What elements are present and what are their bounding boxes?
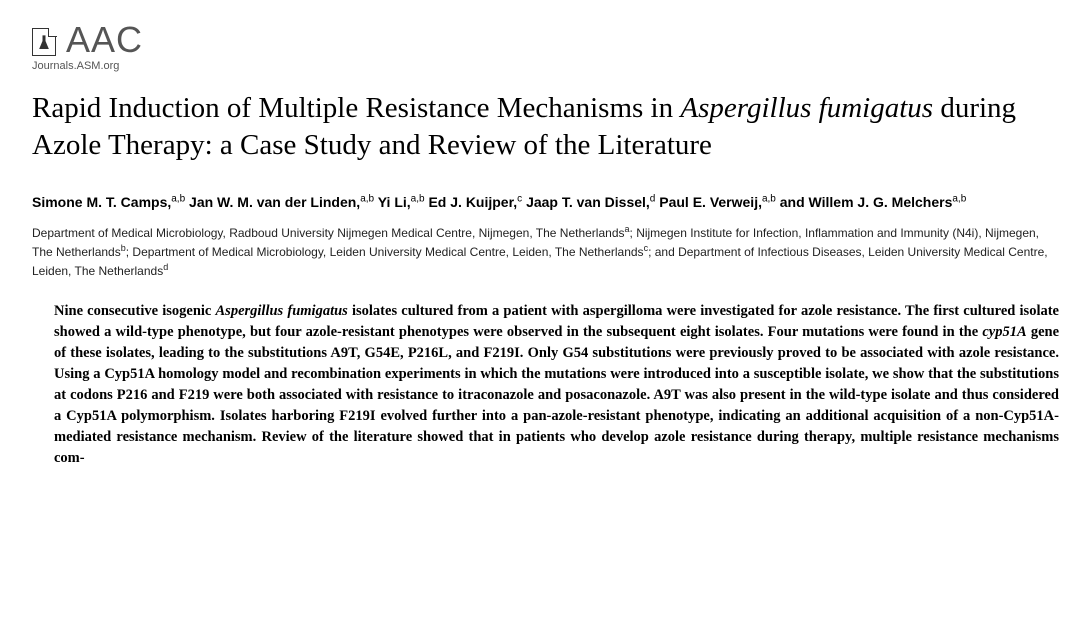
- title-organism: Aspergillus fumigatus: [680, 92, 933, 124]
- abstract-seg1: Nine consecutive isogenic: [54, 303, 216, 319]
- affiliation-marker: d: [163, 262, 168, 272]
- affiliation-a: Department of Medical Microbiology, Radb…: [32, 226, 625, 240]
- affiliation-marker: a: [625, 224, 630, 234]
- author: Jan W. M. van der Linden,a,b: [189, 194, 374, 210]
- affiliation-c: Department of Medical Microbiology, Leid…: [132, 245, 643, 259]
- journal-logo-block: AAC Journals.ASM.org: [32, 24, 1059, 72]
- journals-url-label: Journals.ASM.org: [32, 60, 1059, 72]
- abstract-text: Nine consecutive isogenic Aspergillus fu…: [32, 301, 1059, 469]
- flask-icon: [39, 35, 49, 49]
- author: Paul E. Verweij,a,b: [659, 194, 776, 210]
- journal-flask-icon: [32, 28, 56, 56]
- author: Jaap T. van Dissel,d: [526, 194, 655, 210]
- article-title: Rapid Induction of Multiple Resistance M…: [32, 90, 1059, 163]
- abstract-organism: Aspergillus fumigatus: [216, 303, 348, 319]
- author: and Willem J. G. Melchersa,b: [780, 194, 967, 210]
- author-list: Simone M. T. Camps,a,b Jan W. M. van der…: [32, 191, 1059, 213]
- author: Ed J. Kuijper,c: [428, 194, 522, 210]
- logo-top-row: AAC: [32, 24, 1059, 56]
- affiliations-block: Department of Medical Microbiology, Radb…: [32, 223, 1059, 281]
- journal-acronym: AAC: [66, 24, 143, 56]
- abstract-gene: cyp51A: [982, 324, 1026, 340]
- author: Simone M. T. Camps,a,b: [32, 194, 185, 210]
- affiliation-marker: c: [644, 243, 649, 253]
- abstract-seg3: gene of these isolates, leading to the s…: [54, 324, 1059, 466]
- author: Yi Li,a,b: [378, 194, 425, 210]
- affiliation-marker: b: [121, 243, 126, 253]
- title-part1: Rapid Induction of Multiple Resistance M…: [32, 92, 680, 124]
